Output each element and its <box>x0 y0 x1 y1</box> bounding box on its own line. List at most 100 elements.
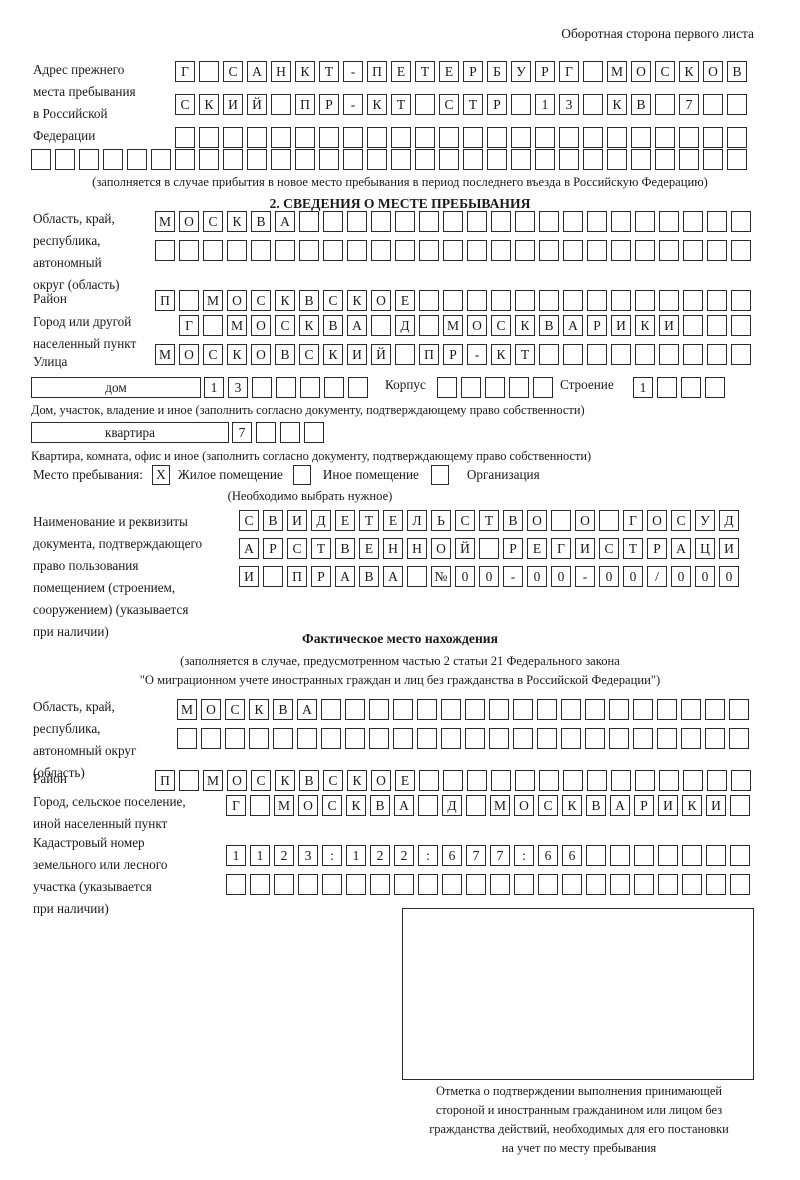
document-r2-cell-16[interactable]: С <box>599 538 619 559</box>
section2-region-r1-cell-24[interactable] <box>707 211 727 232</box>
section2-street-cell-3[interactable]: С <box>203 344 223 365</box>
section2-region-r1-cell-19[interactable] <box>587 211 607 232</box>
prev-address-r4-cell-15[interactable] <box>367 149 387 170</box>
section2-district-cell-12[interactable] <box>419 290 439 311</box>
section2-city-cell-13[interactable]: О <box>467 315 487 336</box>
section2-street-cell-15[interactable]: К <box>491 344 511 365</box>
actual-city-cell-3[interactable]: М <box>274 795 294 816</box>
cadastral-r2-cell-7[interactable] <box>370 874 390 895</box>
prev-address-r2-cell-2[interactable]: К <box>199 94 219 115</box>
actual-region-r2-cell-19[interactable] <box>609 728 629 749</box>
korpus-cell-1[interactable] <box>437 377 457 398</box>
actual-district-cell-9[interactable]: К <box>347 770 367 791</box>
actual-city-cell-10[interactable]: Д <box>442 795 462 816</box>
stroenie-cell-1[interactable]: 1 <box>633 377 653 398</box>
cadastral-r1-cell-6[interactable]: 1 <box>346 845 366 866</box>
section2-region-r1-cell-12[interactable] <box>419 211 439 232</box>
prev-address-r4-cell-8[interactable] <box>199 149 219 170</box>
cadastral-r2-cell-11[interactable] <box>466 874 486 895</box>
prev-address-r4-cell-9[interactable] <box>223 149 243 170</box>
prev-address-r2-cell-7[interactable]: Р <box>319 94 339 115</box>
cadastral-r1-cell-18[interactable] <box>634 845 654 866</box>
section2-region-r1-cell-10[interactable] <box>371 211 391 232</box>
prev-address-r4-cell-14[interactable] <box>343 149 363 170</box>
prev-address-r4-cell-29[interactable] <box>703 149 723 170</box>
document-r3-cell-8[interactable] <box>407 566 427 587</box>
prev-address-r2-cell-17[interactable]: 3 <box>559 94 579 115</box>
document-r2-cell-18[interactable]: Р <box>647 538 667 559</box>
section2-street-cell-16[interactable]: Т <box>515 344 535 365</box>
prev-address-r1-cell-1[interactable]: Г <box>175 61 195 82</box>
section2-region-r2-cell-10[interactable] <box>371 240 391 261</box>
prev-address-r2-cell-10[interactable]: Т <box>391 94 411 115</box>
actual-region-r2-cell-4[interactable] <box>249 728 269 749</box>
document-r1-cell-12[interactable]: В <box>503 510 523 531</box>
cadastral-r2-cell-14[interactable] <box>538 874 558 895</box>
prev-address-r1-cell-5[interactable]: Н <box>271 61 291 82</box>
section2-district-cell-8[interactable]: С <box>323 290 343 311</box>
cadastral-r1-cell-13[interactable]: : <box>514 845 534 866</box>
actual-district-cell-16[interactable] <box>515 770 535 791</box>
section2-city-cell-9[interactable] <box>371 315 391 336</box>
document-r1-cell-4[interactable]: Д <box>311 510 331 531</box>
prev-address-r4-cell-13[interactable] <box>319 149 339 170</box>
section2-district-cell-9[interactable]: К <box>347 290 367 311</box>
actual-city-cell-4[interactable]: О <box>298 795 318 816</box>
actual-city-cell-15[interactable]: К <box>562 795 582 816</box>
actual-city-cell-2[interactable] <box>250 795 270 816</box>
actual-district-cell-15[interactable] <box>491 770 511 791</box>
stay-type-checkbox-residential[interactable]: X <box>151 465 170 485</box>
prev-address-r4-cell-25[interactable] <box>607 149 627 170</box>
prev-address-r1-cell-4[interactable]: А <box>247 61 267 82</box>
actual-region-r1-cell-16[interactable] <box>537 699 557 720</box>
cadastral-r2-cell-9[interactable] <box>418 874 438 895</box>
section2-street-cell-20[interactable] <box>611 344 631 365</box>
document-r1-cell-8[interactable]: Л <box>407 510 427 531</box>
section2-region-r1-cell-16[interactable] <box>515 211 535 232</box>
stay-type-checkbox-organization[interactable] <box>430 465 449 485</box>
actual-district-cell-7[interactable]: В <box>299 770 319 791</box>
section2-region-r2-cell-7[interactable] <box>299 240 319 261</box>
prev-address-r3-cell-24[interactable] <box>727 127 747 148</box>
prev-address-r1-cell-24[interactable]: В <box>727 61 747 82</box>
prev-address-r3-cell-19[interactable] <box>607 127 627 148</box>
section2-street-cell-19[interactable] <box>587 344 607 365</box>
section2-region-r2-cell-24[interactable] <box>707 240 727 261</box>
actual-region-r2-cell-11[interactable] <box>417 728 437 749</box>
actual-region-r2-cell-16[interactable] <box>537 728 557 749</box>
prev-address-r1-cell-22[interactable]: К <box>679 61 699 82</box>
section2-street-cell-4[interactable]: К <box>227 344 247 365</box>
actual-region-r2-cell-20[interactable] <box>633 728 653 749</box>
section2-region-r1-cell-14[interactable] <box>467 211 487 232</box>
section2-region-r2-cell-23[interactable] <box>683 240 703 261</box>
prev-address-r3-cell-15[interactable] <box>511 127 531 148</box>
actual-city-cell-21[interactable]: И <box>706 795 726 816</box>
section2-district-cell-4[interactable]: О <box>227 290 247 311</box>
cadastral-r1-cell-19[interactable] <box>658 845 678 866</box>
prev-address-row-4[interactable] <box>31 149 751 170</box>
cadastral-r1-cell-2[interactable]: 1 <box>250 845 270 866</box>
section2-city-cell-21[interactable]: И <box>659 315 679 336</box>
actual-region-r1-cell-9[interactable] <box>369 699 389 720</box>
document-r3-cell-13[interactable]: 0 <box>527 566 547 587</box>
section2-region-r1-cell-15[interactable] <box>491 211 511 232</box>
section2-region-r1-cell-5[interactable]: В <box>251 211 271 232</box>
actual-district-cell-23[interactable] <box>683 770 703 791</box>
prev-address-r3-cell-12[interactable] <box>439 127 459 148</box>
prev-address-r4-cell-11[interactable] <box>271 149 291 170</box>
document-r2-cell-1[interactable]: А <box>239 538 259 559</box>
cadastral-r1-cell-3[interactable]: 2 <box>274 845 294 866</box>
section2-city-cell-17[interactable]: А <box>563 315 583 336</box>
section2-region-r1-cell-21[interactable] <box>635 211 655 232</box>
prev-address-r2-cell-14[interactable]: Р <box>487 94 507 115</box>
cadastral-r2-cell-15[interactable] <box>562 874 582 895</box>
actual-city-cell-11[interactable] <box>466 795 486 816</box>
document-r3-cell-5[interactable]: А <box>335 566 355 587</box>
actual-district-cell-12[interactable] <box>419 770 439 791</box>
actual-city-cell-19[interactable]: И <box>658 795 678 816</box>
actual-region-r2-cell-10[interactable] <box>393 728 413 749</box>
prev-address-r1-cell-21[interactable]: С <box>655 61 675 82</box>
section2-street-cell-1[interactable]: М <box>155 344 175 365</box>
prev-address-r4-cell-27[interactable] <box>655 149 675 170</box>
